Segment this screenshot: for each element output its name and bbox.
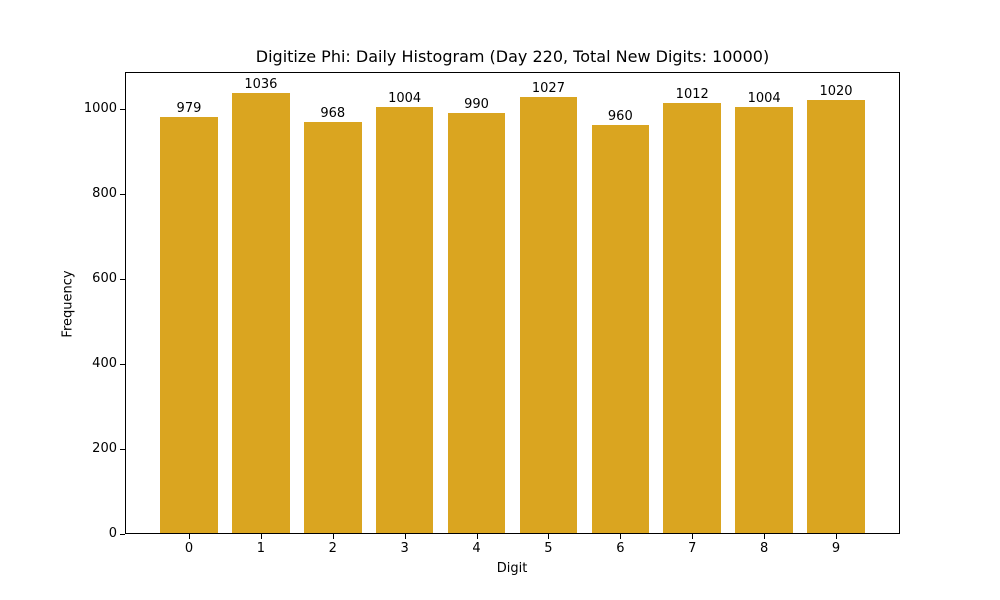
x-tick-label: 8 — [759, 541, 769, 556]
bar-digit-6 — [591, 125, 650, 533]
x-tick-mark — [836, 534, 838, 539]
bar-digit-8 — [735, 106, 793, 533]
y-tick-mark — [120, 364, 125, 366]
x-tick-mark — [764, 534, 766, 539]
chart-title: Digitize Phi: Daily Histogram (Day 220, … — [255, 47, 770, 66]
x-tick-label: 4 — [472, 541, 481, 556]
x-tick-label: 7 — [688, 541, 697, 556]
x-tick-mark — [332, 534, 334, 539]
x-axis-label: Digit — [496, 561, 528, 576]
bar-digit-4 — [447, 112, 506, 533]
y-tick-label: 600 — [92, 271, 117, 287]
x-tick-mark — [476, 534, 478, 539]
plot-area — [125, 72, 900, 534]
y-tick-label: 1000 — [83, 101, 117, 117]
y-tick-label: 200 — [92, 441, 117, 457]
x-tick-mark — [404, 534, 406, 539]
bar-digit-9 — [807, 99, 865, 533]
bar-digit-1 — [232, 93, 290, 533]
y-tick-mark — [120, 279, 125, 281]
x-tick-label: 3 — [400, 541, 409, 556]
bar-value-label: 1036 — [244, 77, 278, 93]
y-tick-label: 0 — [108, 526, 117, 541]
y-tick-mark — [120, 194, 125, 196]
x-tick-label: 2 — [328, 541, 337, 556]
y-tick-label: 800 — [92, 186, 117, 202]
x-tick-label: 6 — [616, 541, 625, 556]
bar-value-label: 968 — [320, 105, 346, 121]
x-tick-mark — [548, 534, 550, 539]
x-tick-mark — [188, 534, 190, 539]
x-tick-mark — [620, 534, 622, 539]
bar-value-label: 1027 — [531, 80, 565, 96]
x-tick-label: 1 — [256, 541, 266, 556]
bar-digit-0 — [160, 117, 218, 533]
bar-value-label: 1020 — [819, 83, 853, 99]
x-tick-label: 0 — [184, 541, 194, 556]
bar-value-label: 1004 — [747, 90, 781, 106]
x-tick-label: 5 — [544, 541, 553, 556]
bar-value-label: 1012 — [675, 87, 709, 103]
y-tick-mark — [120, 449, 125, 451]
bar-digit-7 — [663, 103, 721, 533]
y-tick-mark — [120, 534, 125, 535]
y-tick-label: 400 — [92, 356, 117, 372]
x-tick-mark — [260, 534, 262, 539]
bar-value-label: 990 — [464, 96, 489, 112]
bar-digit-2 — [304, 121, 362, 533]
bar-digit-5 — [519, 96, 578, 533]
bar-digit-3 — [375, 106, 434, 533]
y-axis-label: Frequency — [60, 270, 76, 338]
bar-value-label: 960 — [607, 109, 633, 125]
x-tick-label: 9 — [831, 541, 841, 556]
x-tick-mark — [692, 534, 694, 539]
y-tick-mark — [120, 109, 125, 111]
bar-value-label: 1004 — [388, 90, 422, 106]
bar-value-label: 979 — [176, 101, 202, 117]
